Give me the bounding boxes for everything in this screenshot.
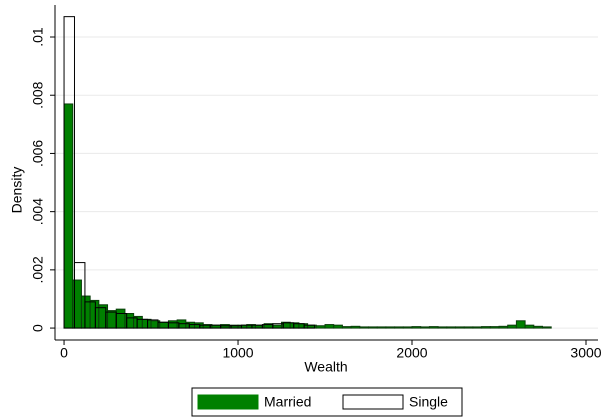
bar — [541, 326, 552, 329]
bar — [107, 310, 117, 329]
bar — [463, 326, 474, 329]
bar — [368, 326, 378, 329]
bar — [341, 326, 352, 329]
bar — [472, 326, 483, 329]
bar — [524, 324, 535, 329]
bar — [333, 324, 343, 329]
bar — [533, 325, 543, 329]
bar — [376, 326, 387, 329]
bar — [141, 318, 152, 329]
legend-swatch — [342, 394, 404, 410]
legend-label: Single — [409, 394, 448, 410]
bar — [73, 262, 86, 329]
bar — [315, 325, 326, 329]
bar — [350, 325, 361, 329]
bar — [394, 326, 404, 329]
y-tick-label: .004 — [30, 198, 46, 225]
y-tick-label: .01 — [30, 27, 46, 47]
bar — [298, 323, 309, 329]
bar — [80, 295, 91, 329]
y-tick-label: .002 — [30, 256, 46, 283]
bar — [89, 299, 100, 329]
bar — [455, 326, 465, 329]
y-axis-label: Density — [9, 167, 25, 214]
legend-swatch — [197, 394, 259, 410]
bar — [515, 320, 526, 329]
y-tick-label: .008 — [30, 81, 46, 108]
x-tick-label: 3000 — [570, 345, 601, 361]
y-tick-label: .006 — [30, 140, 46, 167]
bar — [167, 320, 178, 329]
bar — [385, 326, 396, 329]
bar — [428, 326, 439, 329]
bar — [489, 326, 500, 329]
x-tick-label: 1000 — [222, 345, 253, 361]
x-tick-label: 0 — [60, 345, 68, 361]
bar — [481, 326, 491, 329]
bar — [359, 326, 370, 329]
bar — [185, 321, 196, 329]
x-axis-label: Wealth — [304, 359, 347, 375]
bar — [402, 326, 413, 329]
bar — [411, 326, 422, 329]
bar — [63, 16, 75, 329]
x-tick-label: 2000 — [396, 345, 427, 361]
bar — [420, 326, 430, 329]
bar — [115, 308, 126, 329]
bar — [437, 326, 448, 329]
legend-label: Married — [264, 394, 311, 410]
bar — [303, 324, 316, 329]
bar — [446, 326, 457, 329]
bar — [159, 321, 169, 329]
bar — [507, 324, 517, 329]
bar — [498, 325, 509, 329]
bar — [324, 324, 335, 329]
bar — [63, 103, 74, 329]
bar — [220, 324, 230, 329]
y-tick-label: 0 — [30, 324, 46, 332]
